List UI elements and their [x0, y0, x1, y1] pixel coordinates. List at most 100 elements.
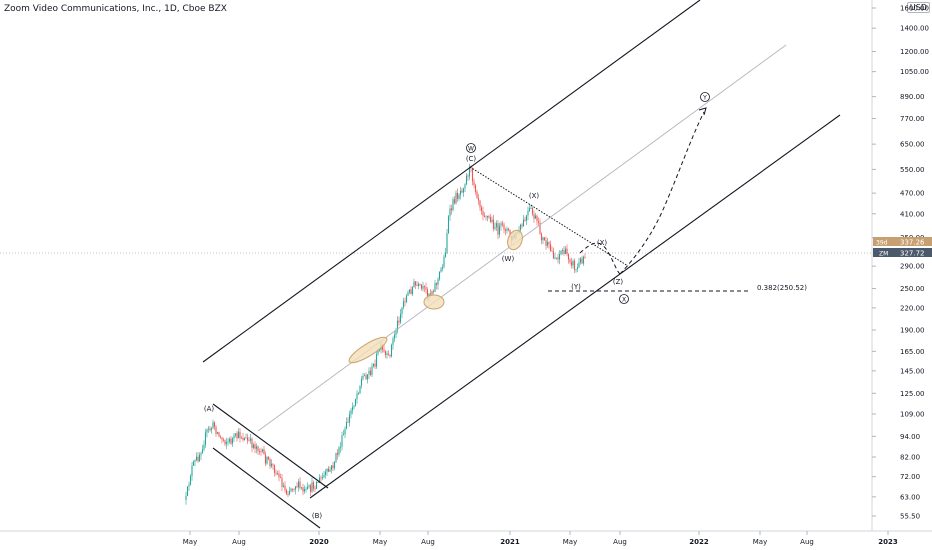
candle-body — [309, 485, 312, 492]
candle-body — [345, 421, 348, 429]
candle-body — [339, 446, 342, 448]
candle-body — [327, 468, 330, 472]
candle-body — [255, 446, 258, 449]
candle-body — [197, 456, 199, 462]
candle-body — [273, 464, 276, 473]
early-channel-upper — [212, 403, 329, 489]
candle-body — [491, 219, 493, 222]
candle-body — [542, 237, 544, 241]
candle-body — [254, 444, 256, 449]
candle-body — [227, 441, 229, 443]
price-label-last-prefix: 39d — [876, 240, 888, 247]
candle-body — [384, 351, 387, 355]
candle-body — [564, 248, 567, 254]
candle-body — [260, 451, 262, 452]
time-tick-label: 2023 — [878, 538, 898, 546]
candle-body — [377, 350, 379, 355]
candle-body — [554, 257, 556, 259]
candle-body — [216, 432, 219, 434]
candle-body — [395, 330, 397, 335]
candle-body — [275, 472, 277, 474]
candle-body — [560, 250, 562, 255]
candle-body — [423, 286, 426, 288]
candle-body — [372, 363, 375, 367]
time-tick-label: Aug — [232, 538, 246, 546]
candle-body — [402, 301, 405, 308]
candle-body — [581, 258, 583, 264]
highlight-ellipse-3 — [507, 229, 523, 251]
wave-label-z: (Z) — [613, 278, 624, 286]
candle-body — [530, 208, 532, 209]
candle-body — [332, 465, 334, 469]
candle-body — [294, 486, 297, 490]
candle-body — [279, 477, 282, 479]
upper-channel-line — [202, 0, 701, 363]
candle-body — [563, 250, 565, 254]
candle-body — [479, 200, 481, 208]
candle-body — [293, 489, 295, 490]
candle-body — [521, 224, 523, 227]
candle-body — [474, 185, 477, 192]
candle-body — [473, 181, 475, 186]
candle-body — [539, 222, 541, 234]
candle-body — [236, 433, 238, 439]
price-label-zm: ZM 327.72 — [873, 248, 932, 258]
candle-body — [243, 437, 246, 441]
candle-body — [537, 221, 540, 223]
trendline-dotted — [469, 166, 629, 267]
candle-body — [545, 240, 547, 246]
wave-label-x-circled: X — [622, 297, 626, 304]
price-tick-label: 82.00 — [900, 454, 920, 462]
candle-body — [354, 399, 357, 406]
candle-body — [329, 469, 331, 472]
candle-body — [300, 487, 303, 489]
candle-body — [507, 228, 510, 230]
candle-body — [198, 454, 201, 462]
candle-body — [429, 293, 432, 295]
candle-body — [195, 456, 198, 461]
candle-body — [308, 485, 310, 487]
candle-body — [291, 488, 294, 490]
candle-body — [351, 407, 354, 411]
candle-body — [437, 279, 439, 285]
candle-body — [240, 437, 243, 439]
candle-body — [221, 437, 223, 440]
candle-body — [305, 488, 307, 490]
time-axis: May Aug 2020 May Aug 2021 May Aug 2022 May Aug 2023 — [183, 531, 898, 546]
candle-body — [572, 260, 574, 266]
candle-body — [257, 446, 259, 452]
candle-body — [498, 225, 501, 235]
price-tick-label: 1400.00 — [900, 25, 929, 33]
candle-body — [350, 410, 352, 415]
currency-badge[interactable]: USD — [906, 2, 930, 13]
candle-body — [248, 440, 250, 442]
candles-layer — [185, 163, 586, 505]
candle-body — [500, 223, 502, 226]
candle-body — [192, 461, 195, 466]
candle-body — [203, 444, 205, 450]
candle-body — [186, 486, 189, 496]
price-tick-label: 1600.00 — [900, 5, 929, 13]
candle-body — [359, 385, 361, 394]
candle-body — [504, 229, 507, 231]
candle-body — [249, 438, 252, 441]
candle-body — [410, 289, 412, 295]
highlight-ellipse-1 — [348, 336, 388, 364]
candle-body — [201, 449, 204, 454]
candle-body — [362, 375, 364, 379]
price-tick-label: 470.00 — [900, 190, 925, 198]
candle-body — [242, 437, 244, 441]
candle-body — [353, 405, 355, 408]
candle-body — [317, 481, 319, 483]
candle-body — [374, 363, 376, 367]
candle-body — [548, 242, 550, 245]
candle-body — [209, 428, 211, 431]
candle-body — [495, 223, 498, 228]
candle-body — [567, 254, 570, 260]
candle-body — [341, 435, 343, 447]
candle-body — [342, 434, 345, 436]
price-tick-label: 290.00 — [900, 263, 925, 271]
candle-body — [338, 447, 340, 455]
candle-body — [533, 213, 535, 219]
